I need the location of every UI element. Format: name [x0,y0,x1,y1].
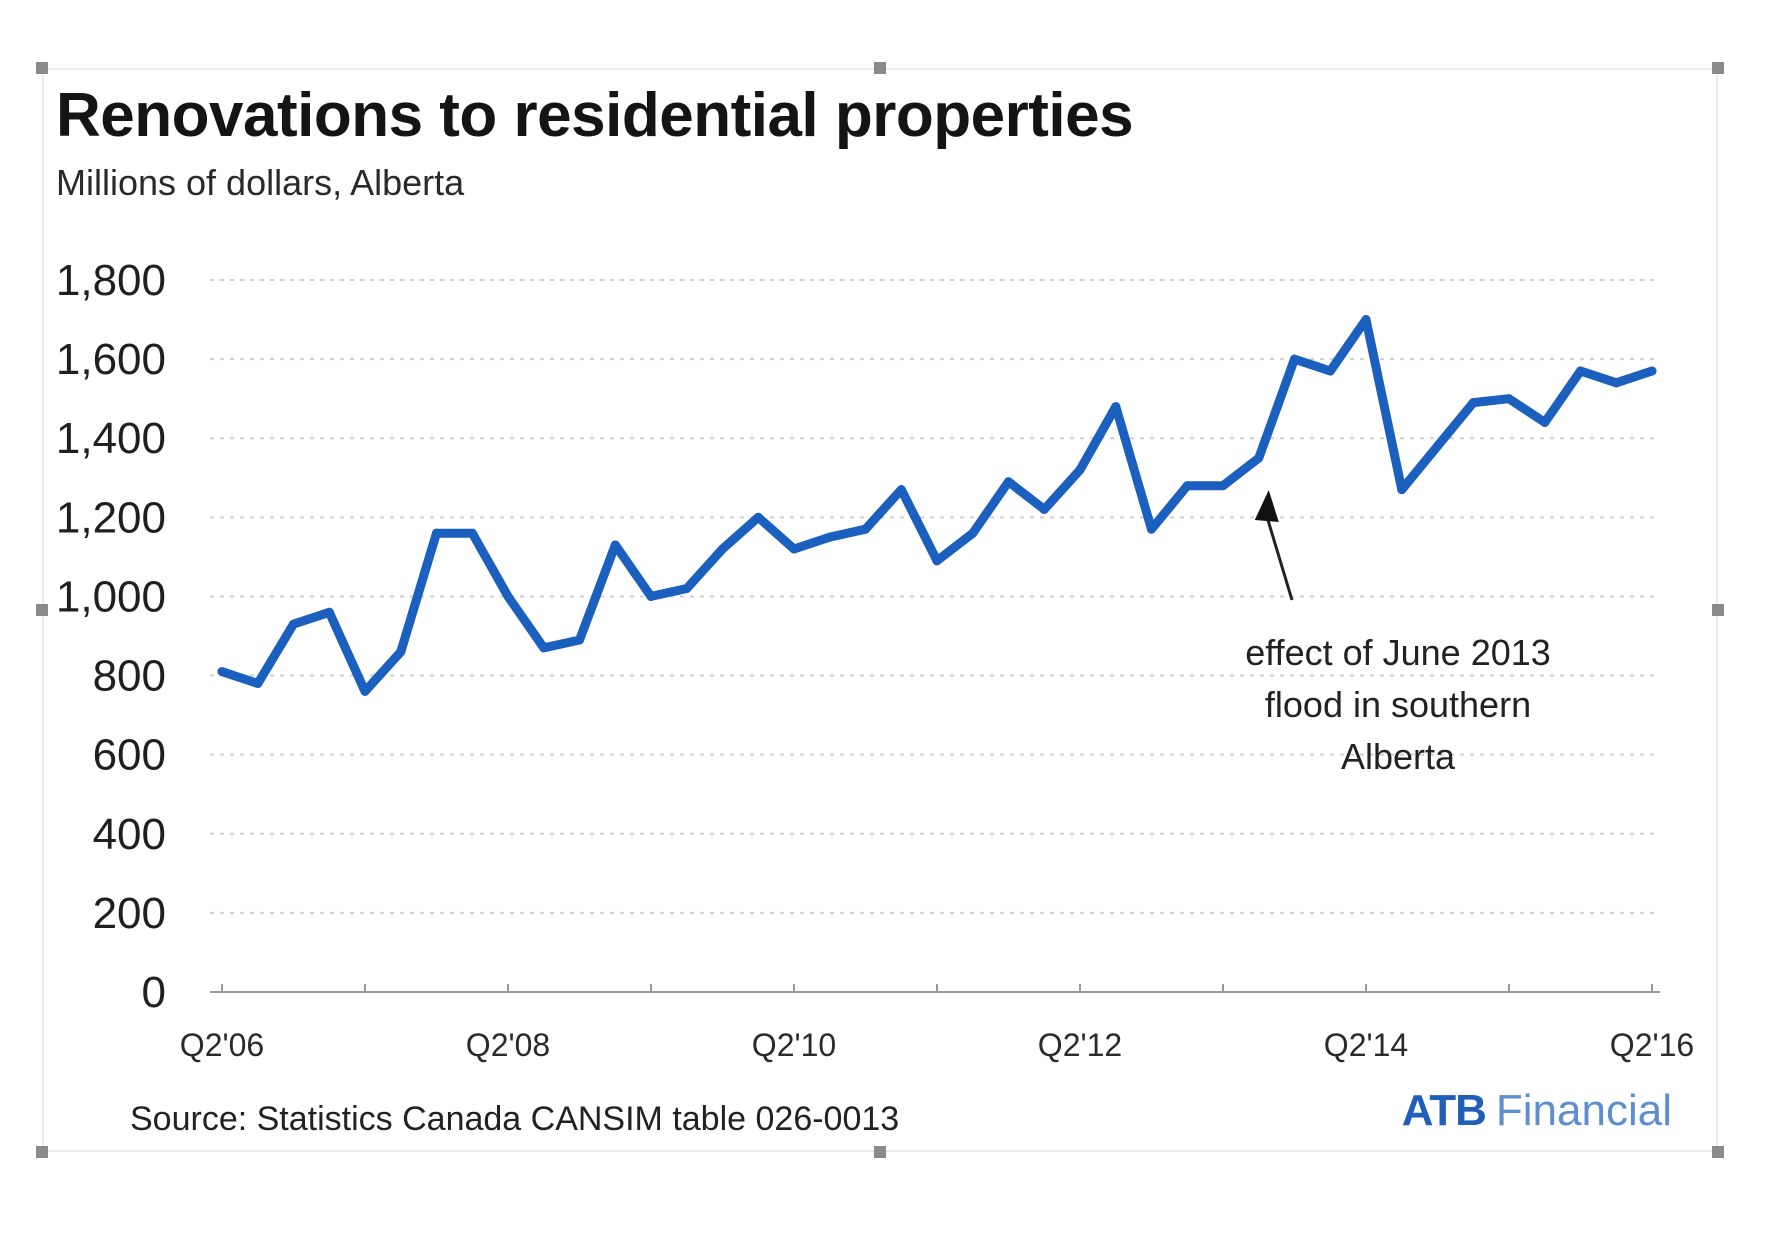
y-tick-label: 600 [93,731,166,780]
source-note: Source: Statistics Canada CANSIM table 0… [130,1100,900,1138]
data-point [1254,453,1264,463]
data-point [753,512,763,522]
data-point [1290,354,1299,364]
y-tick-label: 1,000 [56,572,166,621]
annotation: effect of June 2013 flood in southern Albe… [1245,490,1551,777]
data-point [1433,441,1442,451]
annotation-text-line: effect of June 2013 [1245,632,1551,673]
x-tick-label: Q2'08 [466,1027,550,1063]
data-point [1182,481,1192,491]
data-point [789,544,799,554]
logo-atb: ATB [1401,1086,1487,1135]
resize-handle-bottom-center[interactable] [874,1146,886,1158]
resize-handle-top-right[interactable] [1712,62,1724,74]
data-point [539,643,549,653]
data-point [1540,417,1550,427]
data-point [1504,394,1514,404]
data-point [575,635,584,645]
x-tick-label: Q2'10 [752,1027,836,1063]
data-point [1218,481,1228,491]
data-point [1325,366,1335,376]
data-point [825,532,835,542]
data-point [1468,398,1478,408]
x-tick-label: Q2'14 [1324,1027,1408,1063]
data-point [1147,524,1156,534]
data-point [682,584,692,594]
data-point [253,678,263,688]
y-tick-label: 1,400 [56,414,166,463]
gridlines [210,279,1660,914]
y-axis-tick-labels: 0 200 400 600 800 1,000 1,200 1,400 1,600 1,800 [56,256,166,1017]
chart-title: Renovations to residential properties [56,81,1134,150]
data-point [1647,366,1657,376]
resize-handle-middle-right[interactable] [1712,604,1724,616]
data-point [217,667,227,677]
data-point [896,485,906,495]
resize-handle-top-center[interactable] [874,62,886,74]
annotation-text-line: flood in southern [1265,684,1531,725]
resize-handle-top-left[interactable] [36,62,48,74]
data-point [718,544,727,554]
data-point [467,528,477,538]
data-point [610,540,620,550]
data-point [396,647,406,657]
logo-financial: Financial [1495,1086,1672,1135]
data-point [360,686,370,696]
data-point [1611,378,1621,388]
resize-handle-middle-left[interactable] [36,604,48,616]
annotation-arrow-shaft [1265,515,1294,601]
y-tick-label: 200 [93,889,166,938]
y-tick-label: 0 [142,968,166,1017]
chart-subtitle: Millions of dollars, Alberta [56,162,465,203]
data-point [1111,402,1121,412]
y-tick-label: 1,800 [56,256,166,305]
data-point [1004,477,1013,487]
data-point [968,528,978,538]
data-point [503,591,513,601]
data-point [289,619,298,629]
series-line [217,315,1657,696]
data-point [646,591,656,601]
annotation-text-line: Alberta [1341,736,1456,777]
y-tick-label: 800 [93,652,166,701]
data-point [1361,315,1371,325]
x-tick-label: Q2'16 [1610,1027,1694,1063]
data-point [1397,485,1407,495]
data-point [861,524,870,534]
x-axis: Q2'06 Q2'08 Q2'10 Q2'12 Q2'14 Q2'16 [180,984,1694,1063]
atb-financial-logo: ATB Financial [1402,1086,1672,1136]
data-point [932,556,942,566]
data-point [1075,465,1085,475]
data-point [1039,504,1049,514]
x-tick-label: Q2'06 [180,1027,264,1063]
data-point [324,607,334,617]
resize-handle-bottom-left[interactable] [36,1146,48,1158]
y-tick-label: 1,200 [56,493,166,542]
resize-handle-bottom-right[interactable] [1712,1146,1724,1158]
y-tick-label: 1,600 [56,335,166,384]
annotation-arrowhead [1254,490,1279,522]
x-tick-label: Q2'12 [1038,1027,1122,1063]
data-point [1576,366,1585,376]
data-point [432,528,441,538]
y-tick-label: 400 [93,810,166,859]
